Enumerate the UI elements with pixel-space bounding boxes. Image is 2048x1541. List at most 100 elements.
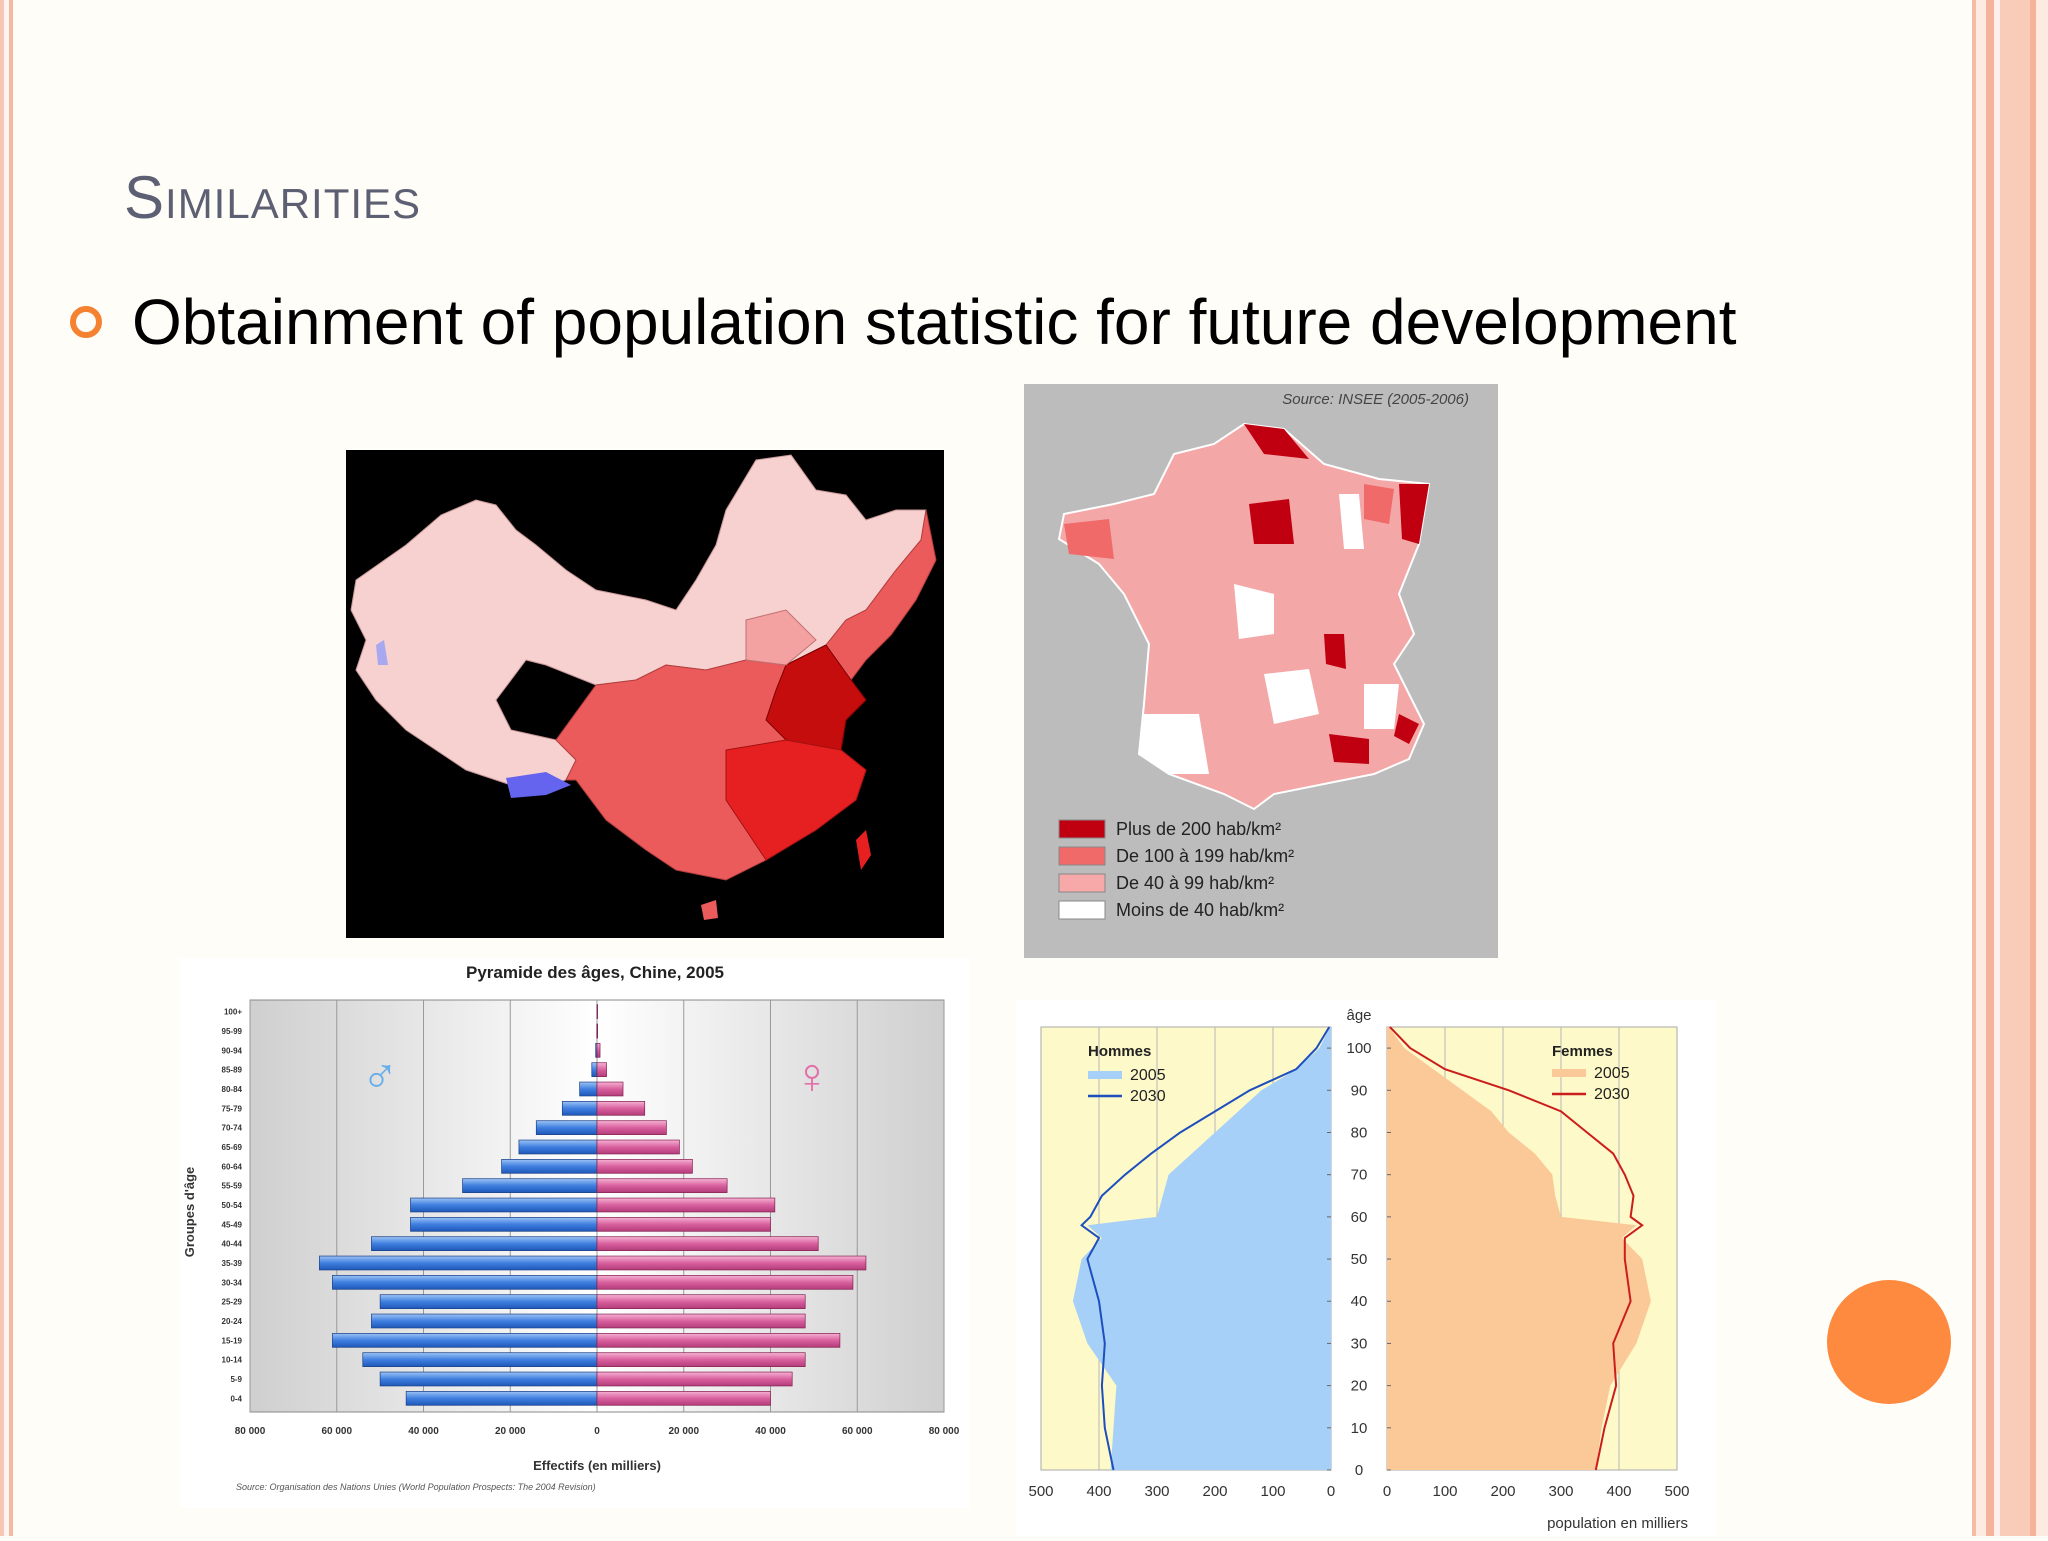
western-border-strip bbox=[376, 640, 388, 665]
france-density-map: Source: INSEE (2005-2006) Plus de 200 ha… bbox=[1024, 384, 1498, 958]
pyramid-y-tick-label: 0-4 bbox=[230, 1394, 242, 1403]
legend-label-2: De 100 à 199 hab/km² bbox=[1116, 846, 1294, 866]
pyramid-bar-female bbox=[596, 1391, 771, 1406]
pyramid-y-tick-label: 30-34 bbox=[222, 1278, 243, 1287]
pyramid-x-tick-label: 80 000 bbox=[929, 1426, 960, 1437]
pyramid-bar-female bbox=[596, 1062, 607, 1077]
profile-x-tick-label: 0 bbox=[1327, 1483, 1335, 1500]
france-high-density-south-coast bbox=[1329, 734, 1369, 764]
pyramid-bar-male bbox=[371, 1236, 598, 1251]
pyramid-y-axis-label: Groupes d'âge bbox=[182, 1167, 197, 1258]
profile-x-axis-label: population en milliers bbox=[1547, 1515, 1688, 1532]
legend-label-1: Plus de 200 hab/km² bbox=[1116, 819, 1281, 839]
profile-y-tick-label: 0 bbox=[1355, 1462, 1363, 1479]
china-age-pyramid-chart: Pyramide des âges, Chine, 2005 0-4 5-9 10-… bbox=[180, 958, 970, 1508]
legend-label-3: De 40 à 99 hab/km² bbox=[1116, 873, 1274, 893]
pyramid-y-tick-label: 35-39 bbox=[222, 1259, 243, 1268]
pyramid-bar-female bbox=[596, 1294, 806, 1309]
pyramid-title: Pyramide des âges, Chine, 2005 bbox=[466, 963, 724, 982]
france-low-density-south bbox=[1139, 714, 1209, 774]
pyramid-bar-male bbox=[379, 1294, 598, 1309]
profile-y-tick-label: 90 bbox=[1351, 1082, 1368, 1099]
pyramid-bar-male bbox=[410, 1197, 598, 1213]
france-map-source: Source: INSEE (2005-2006) bbox=[1282, 391, 1469, 408]
pyramid-bar-female bbox=[596, 1101, 646, 1116]
france-high-density-paris bbox=[1249, 499, 1294, 544]
profile-y-tick-label: 50 bbox=[1351, 1251, 1368, 1268]
pyramid-bar-female bbox=[596, 1333, 841, 1348]
profile-x-tick-label: 0 bbox=[1383, 1483, 1391, 1500]
profile-y-axis-label: âge bbox=[1346, 1007, 1371, 1024]
france-high-density-lyon bbox=[1324, 634, 1346, 669]
france-mid-density-northeast bbox=[1364, 484, 1394, 524]
pyramid-bar-female bbox=[596, 1352, 806, 1367]
profile-y-tick-label: 100 bbox=[1346, 1040, 1371, 1057]
pyramid-x-tick-label: 20 000 bbox=[495, 1426, 526, 1437]
france-mid-density-west bbox=[1064, 519, 1114, 559]
profile-x-tick-label: 300 bbox=[1548, 1483, 1573, 1500]
pyramid-bar-female bbox=[596, 1197, 776, 1213]
pyramid-bar-male bbox=[410, 1217, 598, 1232]
pyramid-bar-female bbox=[596, 1023, 599, 1039]
taiwan-island bbox=[856, 830, 871, 870]
legend-label-4: Moins de 40 hab/km² bbox=[1116, 900, 1284, 920]
france-age-profile-chart: 0 10 20 30 40 50 60 70 80 90 100 500 400 300 200 100 0 0… bbox=[1016, 1000, 1716, 1536]
pyramid-y-tick-label: 55-59 bbox=[222, 1182, 243, 1191]
pyramid-bar-male bbox=[405, 1391, 598, 1406]
female-symbol-icon: ♀ bbox=[793, 1048, 831, 1104]
pyramid-x-tick-label: 80 000 bbox=[235, 1426, 266, 1437]
femmes-2005-area bbox=[1387, 1027, 1651, 1470]
right-frame-border bbox=[1966, 0, 2048, 1536]
profile-y-tick-label: 40 bbox=[1351, 1293, 1368, 1310]
china-southeast-region bbox=[725, 739, 867, 861]
pyramid-x-axis-label: Effectifs (en milliers) bbox=[533, 1458, 661, 1473]
pyramid-bar-female bbox=[596, 1004, 598, 1019]
profile-x-tick-label: 400 bbox=[1606, 1483, 1631, 1500]
pyramid-bar-female bbox=[596, 1217, 771, 1232]
legend-swatch-2 bbox=[1058, 846, 1106, 866]
profile-x-tick-label: 500 bbox=[1664, 1483, 1689, 1500]
hommes-2005-area bbox=[1072, 1027, 1331, 1470]
pyramid-bar-male bbox=[332, 1275, 598, 1290]
slide-title: Similarities bbox=[124, 164, 422, 231]
pyramid-bar-male bbox=[501, 1159, 598, 1174]
hommes-legend-label-2005: 2005 bbox=[1130, 1067, 1166, 1084]
china-density-map bbox=[346, 450, 944, 938]
pyramid-y-tick-label: 65-69 bbox=[222, 1143, 243, 1152]
hommes-legend-swatch-2005 bbox=[1088, 1071, 1122, 1079]
pyramid-y-tick-label: 45-49 bbox=[222, 1220, 243, 1229]
pyramid-bar-female bbox=[596, 1275, 854, 1290]
profile-y-tick-label: 10 bbox=[1351, 1420, 1368, 1437]
china-north-region bbox=[745, 609, 817, 666]
legend-swatch-3 bbox=[1058, 873, 1106, 893]
bullet-item: Obtainment of population statistic for f… bbox=[70, 290, 1736, 354]
pyramid-x-tick-label: 60 000 bbox=[321, 1426, 352, 1437]
pyramid-bar-female bbox=[596, 1255, 867, 1271]
profile-x-tick-label: 200 bbox=[1202, 1483, 1227, 1500]
pyramid-bar-female bbox=[596, 1120, 667, 1135]
pyramid-bar-male bbox=[518, 1139, 598, 1155]
pyramid-y-tick-label: 10-14 bbox=[222, 1356, 243, 1365]
pyramid-bar-female bbox=[596, 1178, 728, 1193]
pyramid-y-tick-label: 95-99 bbox=[222, 1027, 243, 1036]
pyramid-y-tick-label: 20-24 bbox=[222, 1317, 243, 1326]
pyramid-y-tick-label: 100+ bbox=[224, 1008, 242, 1017]
pyramid-y-tick-label: 5-9 bbox=[230, 1375, 242, 1384]
pyramid-bar-female bbox=[596, 1139, 680, 1155]
orange-decorative-circle bbox=[1827, 1280, 1951, 1404]
left-frame-border bbox=[0, 0, 26, 1536]
pyramid-x-tick-label: 40 000 bbox=[408, 1426, 439, 1437]
profile-y-tick-label: 70 bbox=[1351, 1167, 1368, 1184]
pyramid-bar-male bbox=[371, 1313, 598, 1329]
france-low-density-northeast bbox=[1339, 494, 1364, 549]
pyramid-bar-female bbox=[596, 1313, 806, 1329]
pyramid-bar-female bbox=[596, 1371, 793, 1387]
pyramid-y-tick-label: 90-94 bbox=[222, 1046, 243, 1055]
legend-swatch-4 bbox=[1058, 900, 1106, 920]
pyramid-bar-female bbox=[596, 1043, 601, 1058]
femmes-legend-swatch-2005 bbox=[1552, 1069, 1586, 1077]
profile-x-tick-label: 200 bbox=[1490, 1483, 1515, 1500]
profile-y-tick-label: 60 bbox=[1351, 1209, 1368, 1226]
pyramid-bar-male bbox=[332, 1333, 598, 1348]
pyramid-x-tick-label: 0 bbox=[594, 1426, 600, 1437]
